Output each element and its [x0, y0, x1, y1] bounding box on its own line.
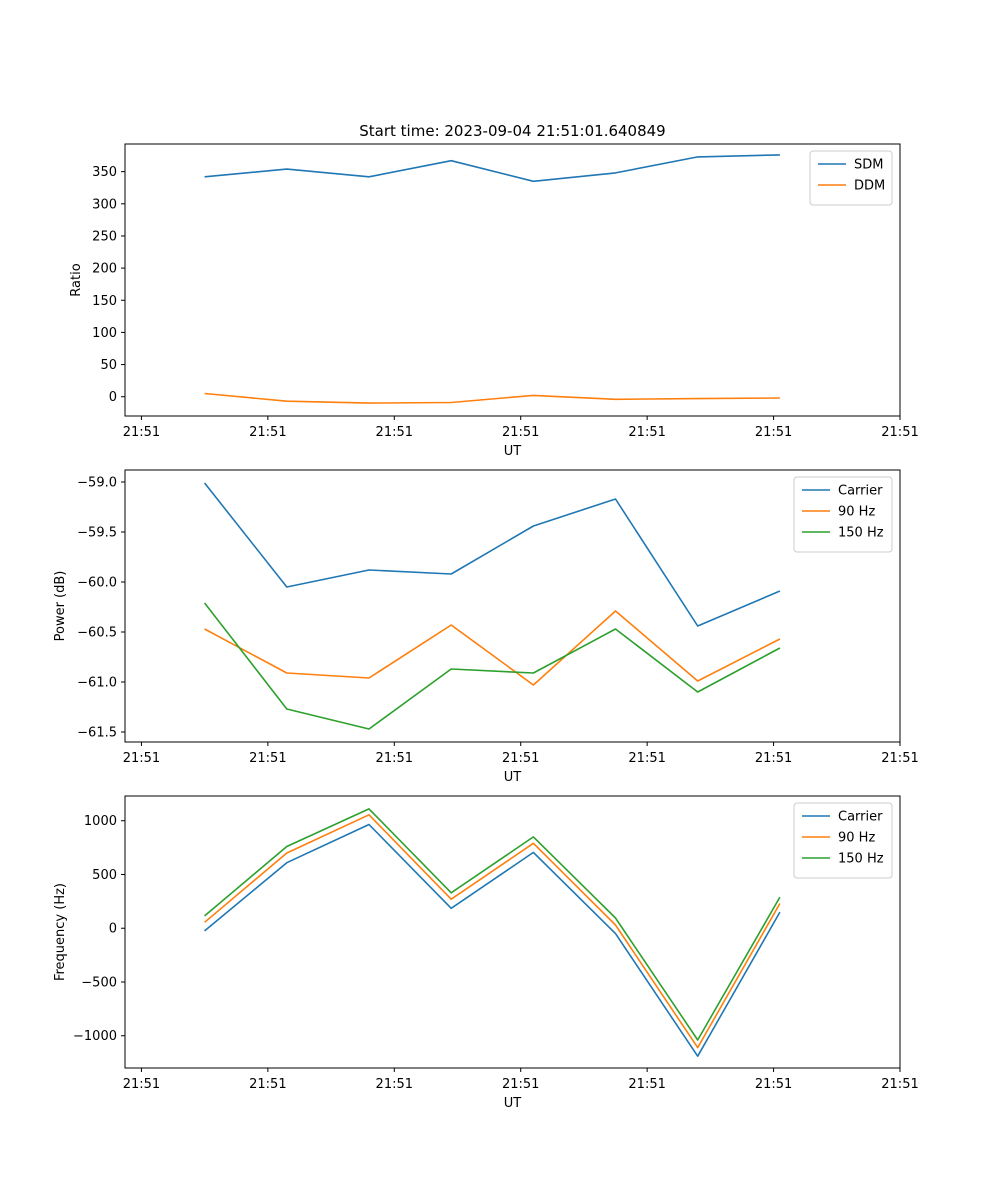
series-line-90-hz: [204, 610, 781, 686]
x-tick-label: 21:51: [502, 751, 539, 766]
legend-label: 150 Hz: [838, 852, 884, 867]
series-line-90-hz: [204, 813, 781, 1049]
y-tick-label: 100: [92, 326, 117, 341]
legend: Carrier 90 Hz 150 Hz: [793, 802, 893, 879]
x-tick-label: 21:51: [881, 751, 918, 766]
x-tick-label: 21:51: [123, 425, 160, 440]
y-tick-label: −500: [81, 975, 117, 990]
y-tick-label: 1000: [84, 814, 117, 829]
x-axis-label: UT: [504, 444, 522, 459]
y-tick-label: 300: [92, 197, 117, 212]
x-axis-label: UT: [504, 1096, 522, 1111]
legend: Carrier 90 Hz 150 Hz: [793, 476, 893, 553]
y-tick-label: −60.0: [77, 576, 117, 591]
legend-box: [793, 476, 893, 553]
series-line-ddm: [204, 392, 780, 404]
x-tick-label: 21:51: [628, 425, 665, 440]
x-tick-label: 21:51: [628, 1077, 665, 1092]
x-tick-label: 21:51: [755, 1077, 792, 1092]
legend-label: Carrier: [838, 484, 883, 499]
x-tick-label: 21:51: [249, 425, 286, 440]
legend-label: SDM: [854, 158, 883, 173]
legend-label: DDM: [854, 179, 885, 194]
series-line-150-hz: [203, 602, 781, 730]
series-line-carrier: [203, 482, 781, 627]
y-tick-label: 0: [109, 922, 117, 937]
y-tick-label: −1000: [73, 1029, 117, 1044]
x-tick-label: 21:51: [249, 1077, 286, 1092]
axes-frame: [124, 795, 901, 1069]
x-tick-label: 21:51: [502, 1077, 539, 1092]
series-line-sdm: [204, 154, 780, 183]
x-tick-label: 21:51: [628, 751, 665, 766]
x-tick-label: 21:51: [123, 751, 160, 766]
y-tick-label: 250: [92, 229, 117, 244]
y-tick-label: 350: [92, 165, 117, 180]
series-line-150-hz: [204, 808, 781, 1041]
y-tick-label: 50: [100, 358, 117, 373]
y-axis-label: Ratio: [69, 263, 84, 296]
x-tick-label: 21:51: [376, 425, 413, 440]
y-axis-label: Frequency (Hz): [53, 883, 68, 981]
x-tick-label: 21:51: [502, 425, 539, 440]
subplot-1: 0 50 100 150 200 250 300 350 21:51 21:51 21:51 21:5…: [69, 143, 919, 459]
legend-label: 90 Hz: [838, 831, 875, 846]
x-tick-label: 21:51: [376, 1077, 413, 1092]
y-tick-label: −61.5: [77, 726, 117, 741]
y-tick-label: 200: [92, 262, 117, 277]
x-tick-label: 21:51: [881, 1077, 918, 1092]
y-tick-label: 150: [92, 294, 117, 309]
x-tick-label: 21:51: [249, 751, 286, 766]
chart-title: Start time: 2023-09-04 21:51:01.640849: [359, 122, 665, 140]
axes-frame: [124, 143, 901, 417]
y-tick-label: 0: [109, 390, 117, 405]
series-line-carrier: [204, 823, 781, 1057]
x-tick-label: 21:51: [123, 1077, 160, 1092]
x-tick-label: 21:51: [881, 425, 918, 440]
axes-frame: [124, 469, 901, 743]
subplot-3: −1000 −500 0 500 1000 21:51 21:51 21:51 21:51 21:…: [53, 795, 919, 1111]
y-axis-label: Power (dB): [53, 571, 68, 642]
legend-label: 90 Hz: [838, 505, 875, 520]
y-tick-label: −60.5: [77, 626, 117, 641]
y-tick-label: −61.0: [77, 676, 117, 691]
y-tick-label: −59.0: [77, 476, 117, 491]
y-tick-label: −59.5: [77, 526, 117, 541]
y-tick-label: 500: [92, 868, 117, 883]
x-tick-label: 21:51: [755, 751, 792, 766]
subplot-2: −61.5 −61.0 −60.5 −60.0 −59.5 −59.0 21:51 21:51…: [53, 469, 919, 785]
legend: SDM DDM: [809, 150, 893, 206]
x-tick-label: 21:51: [376, 751, 413, 766]
x-axis-label: UT: [504, 770, 522, 785]
x-tick-label: 21:51: [755, 425, 792, 440]
legend-label: 150 Hz: [838, 526, 884, 541]
legend-box: [793, 802, 893, 879]
legend-label: Carrier: [838, 810, 883, 825]
